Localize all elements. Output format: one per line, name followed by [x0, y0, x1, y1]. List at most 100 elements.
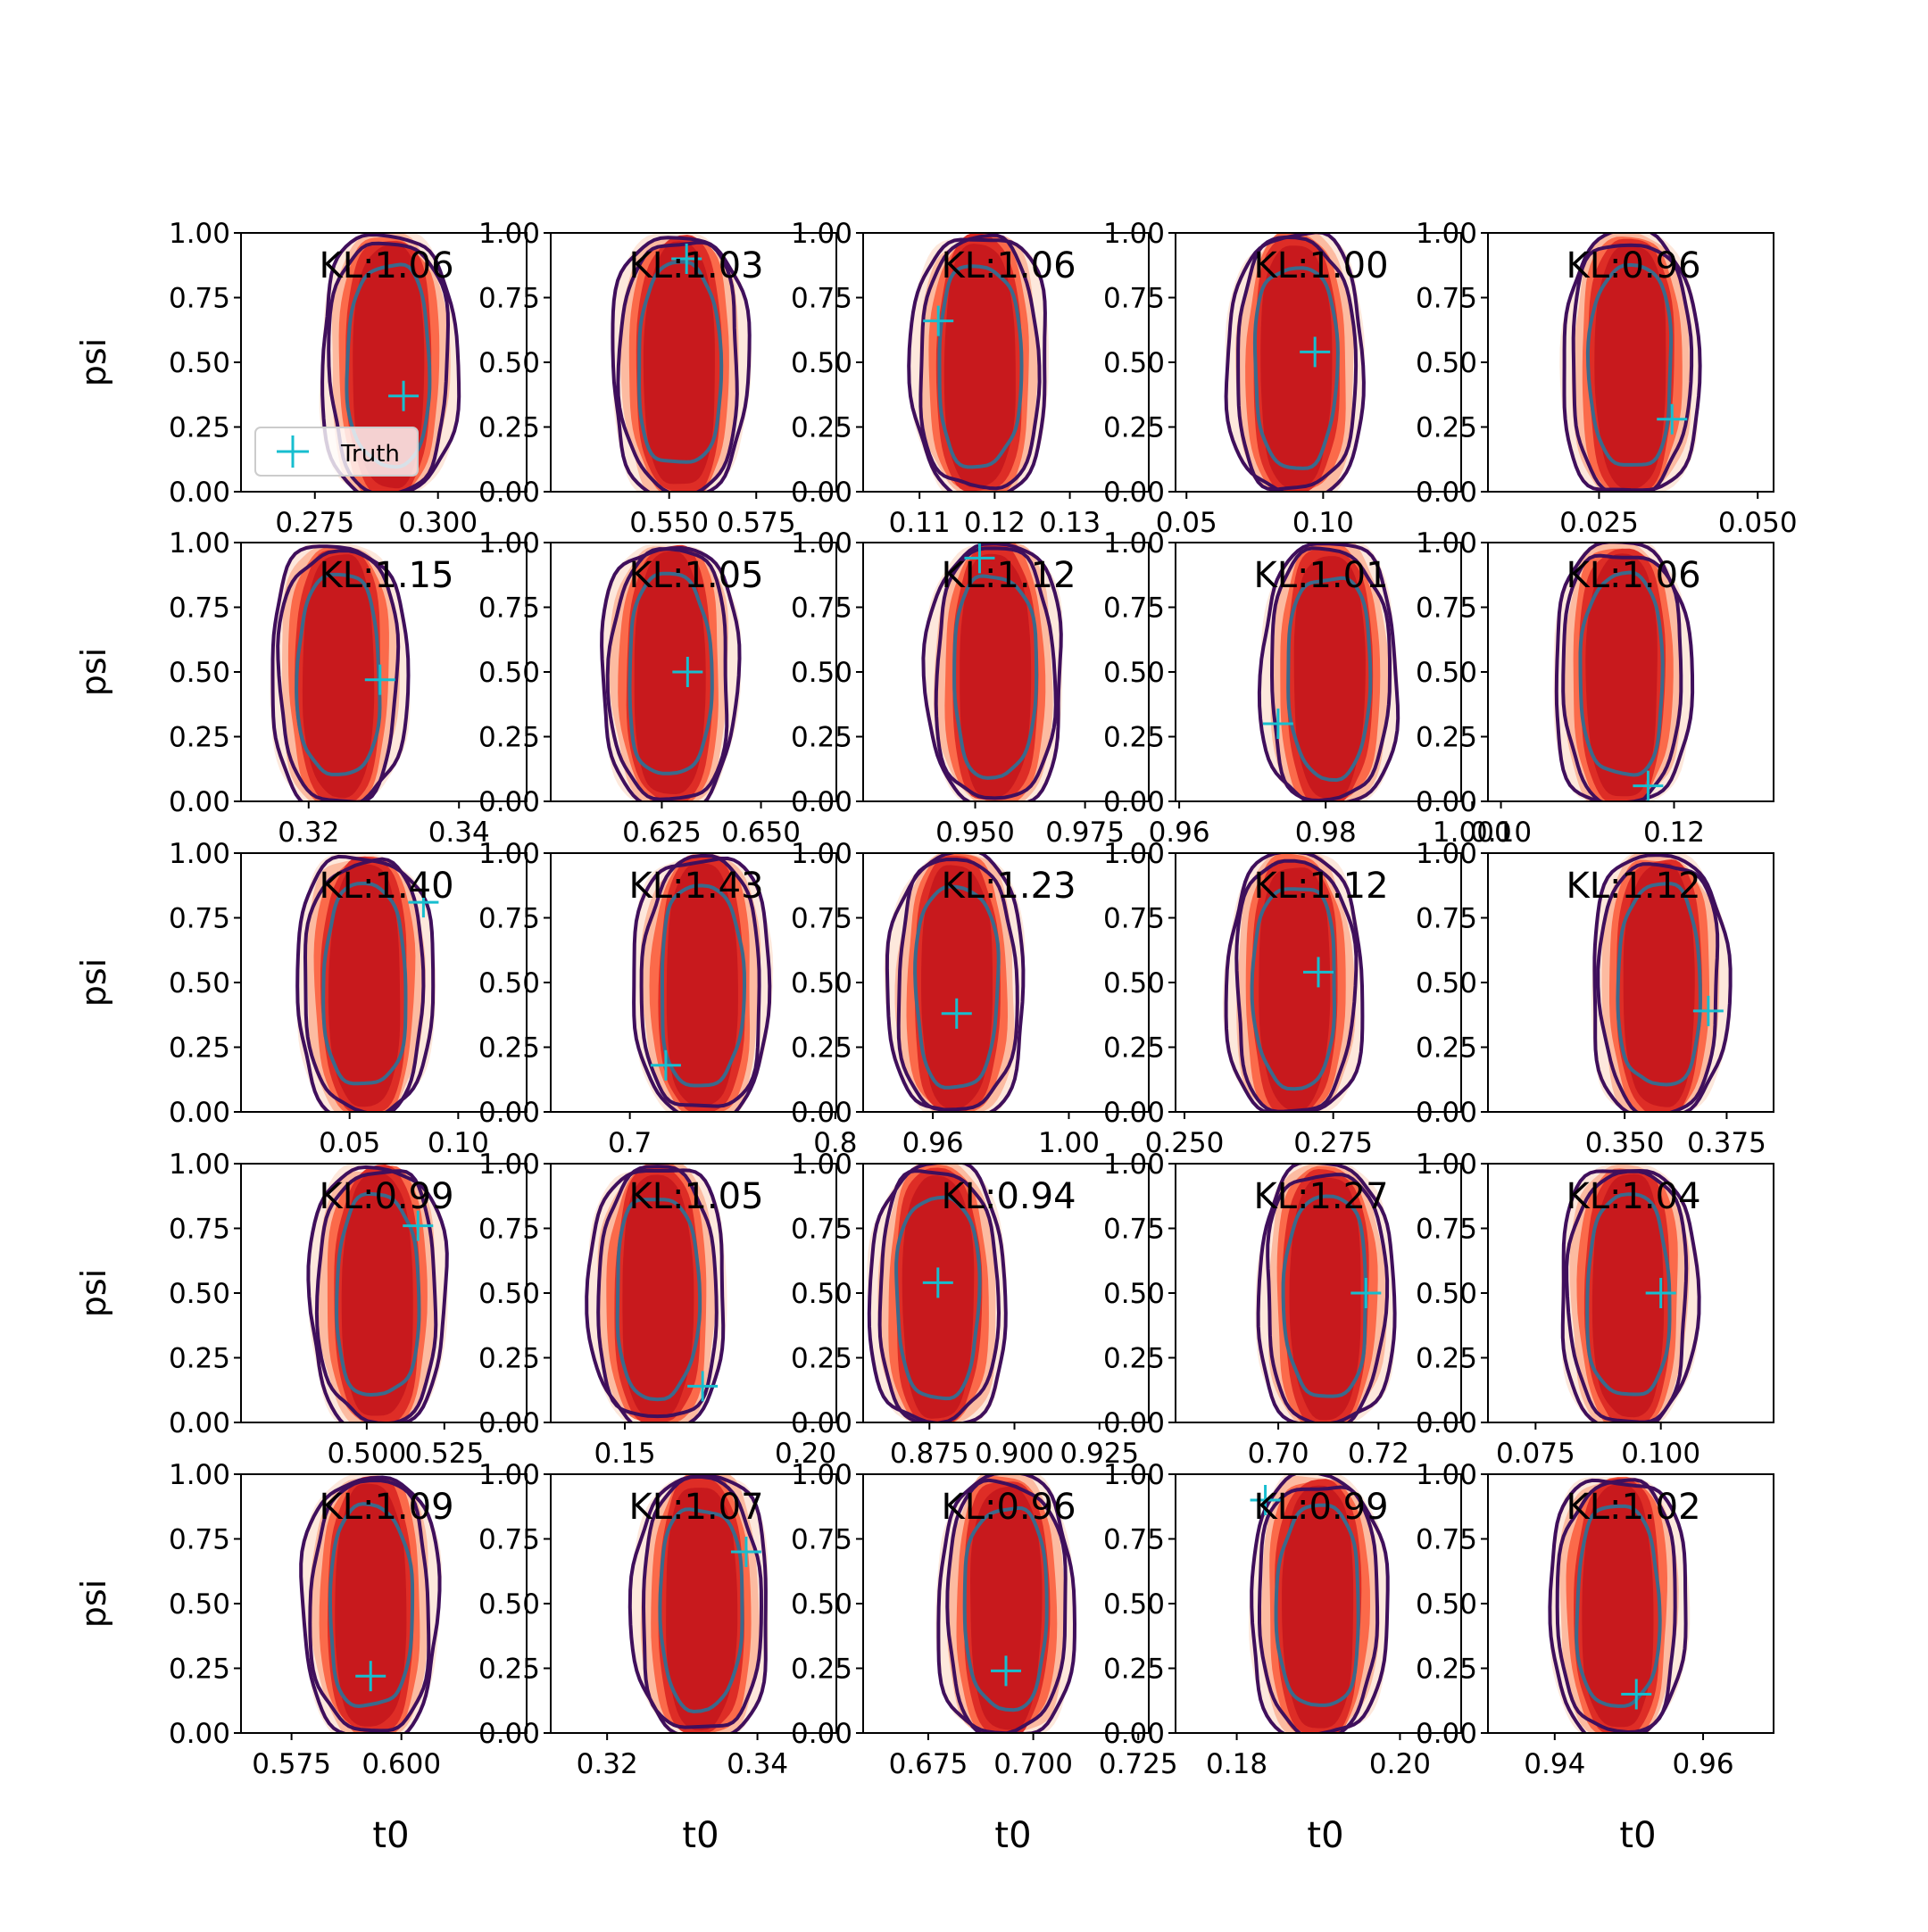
- x-axis-label: t0: [1307, 1815, 1343, 1856]
- density-fill-level-5: [970, 1486, 1043, 1730]
- truth-marker: [941, 998, 972, 1029]
- y-tick-label: 0.75: [478, 593, 540, 625]
- x-tick-label: 0.96: [902, 1127, 964, 1159]
- x-tick-label: 0.70: [1248, 1438, 1309, 1470]
- panel-2-2: KL:1.05 0.00 0.25 0.50 0.75 1.00 0.625 0.650: [478, 527, 837, 849]
- y-tick-label: 0.00: [1416, 786, 1477, 818]
- panel-4-4: KL:1.27 0.00 0.25 0.50 0.75 1.00 0.70 0.72: [1103, 1148, 1462, 1470]
- y-tick-label: 0.50: [791, 967, 852, 999]
- y-tick-label: 1.00: [169, 1459, 230, 1491]
- y-tick-label: 0.25: [791, 412, 852, 444]
- contour-line-mid: [641, 1474, 764, 1729]
- y-tick-label: 0.00: [1103, 1407, 1165, 1439]
- contour-line-mid: [1266, 1173, 1390, 1422]
- truth-marker: [730, 1537, 761, 1567]
- y-tick-label: 0.25: [1103, 1032, 1165, 1065]
- density-fill-level-5: [1594, 246, 1666, 490]
- panel-3-5: KL:1.12 0.00 0.25 0.50 0.75 1.00 0.350 0.375: [1416, 838, 1774, 1159]
- contour-line-inner: [1252, 266, 1340, 470]
- contour-line-outer: [1257, 543, 1400, 801]
- panel-5-5: KL:1.02 0.00 0.25 0.50 0.75 1.00 0.94 0.96 t0: [1416, 1459, 1774, 1856]
- contour-line-mid: [596, 1165, 719, 1419]
- y-tick-label: 0.00: [1103, 1097, 1165, 1129]
- truth-marker: [403, 1210, 434, 1241]
- y-tick-label: 1.00: [169, 1148, 230, 1181]
- x-tick-label: 0.34: [727, 1748, 788, 1780]
- contour-line-mid: [276, 549, 401, 801]
- truth-marker: [1621, 1679, 1652, 1710]
- contour-line-inner: [637, 260, 724, 464]
- kl-annotation: KL:1.12: [941, 555, 1076, 596]
- y-tick-label: 1.00: [1103, 838, 1165, 870]
- x-tick-label: 0.96: [1673, 1748, 1734, 1780]
- contour-line-mid: [945, 1478, 1068, 1733]
- contour-line-mid: [327, 241, 451, 492]
- y-tick-label: 1.00: [791, 527, 852, 560]
- y-tick-label: 0.75: [791, 903, 852, 935]
- y-tick-label: 0.00: [169, 1407, 230, 1439]
- kl-annotation: KL:1.05: [628, 555, 763, 596]
- x-tick-label: 0.575: [717, 507, 796, 539]
- y-tick-label: 0.50: [478, 1588, 540, 1621]
- kl-annotation: KL:1.07: [628, 1487, 763, 1528]
- kl-annotation: KL:1.06: [1566, 555, 1700, 596]
- contour-line-outer: [320, 233, 461, 492]
- x-axis-label: t0: [682, 1815, 719, 1856]
- x-tick-label: 0.675: [889, 1748, 968, 1780]
- contour-line-outer: [907, 237, 1047, 492]
- truth-marker: [672, 657, 703, 687]
- y-tick-label: 0.50: [791, 1588, 852, 1621]
- kl-annotation: KL:0.96: [1566, 245, 1700, 286]
- y-tick-label: 0.50: [478, 657, 540, 689]
- x-tick-label: 0.18: [1206, 1748, 1267, 1780]
- y-tick-label: 0.50: [791, 347, 852, 379]
- contour-line-inner: [1250, 887, 1337, 1091]
- y-tick-label: 0.50: [169, 1278, 230, 1310]
- y-tick-label: 0.25: [1416, 1032, 1477, 1065]
- contour-line-outer: [1256, 1164, 1397, 1422]
- contour-line-outer: [867, 1164, 1008, 1422]
- y-tick-label: 0.75: [478, 283, 540, 315]
- y-tick-label: 0.25: [1103, 412, 1165, 444]
- x-tick-label: 0.500: [327, 1438, 406, 1470]
- truth-marker: [388, 380, 420, 411]
- contour-line-mid: [605, 547, 729, 801]
- y-tick-label: 0.75: [478, 903, 540, 935]
- y-tick-label: 1.00: [169, 218, 230, 250]
- y-tick-label: 0.25: [1103, 722, 1165, 754]
- kl-annotation: KL:1.12: [1253, 866, 1388, 907]
- x-tick-label: 0.32: [278, 817, 339, 849]
- contour-line-mid: [314, 1169, 438, 1422]
- contour-line-mid: [616, 240, 739, 492]
- density-fill-level-5: [1623, 862, 1695, 1107]
- y-tick-label: 0.50: [169, 967, 230, 999]
- contour-line-inner: [1281, 1194, 1367, 1398]
- truth-marker: [1262, 709, 1293, 739]
- truth-marker: [1300, 336, 1331, 368]
- x-tick-label: 0.72: [1348, 1438, 1409, 1470]
- density-fill-level-5: [341, 1173, 413, 1416]
- contour-line-outer: [1592, 853, 1733, 1112]
- contour-line-inner: [1616, 882, 1702, 1087]
- y-tick-label: 0.00: [169, 1097, 230, 1129]
- contour-line-outer: [1562, 233, 1702, 492]
- y-tick-label: 0.75: [169, 1214, 230, 1246]
- contour-line-inner: [627, 571, 714, 775]
- y-tick-label: 0.75: [1103, 1524, 1165, 1556]
- density-fill-level-5: [1289, 1177, 1361, 1421]
- y-tick-label: 0.75: [169, 283, 230, 315]
- panel-2-4: KL:1.01 0.00 0.25 0.50 0.75 1.00 0.96 0.98 1.000: [1103, 527, 1512, 849]
- truth-marker: [922, 1267, 953, 1298]
- kl-annotation: KL:1.23: [941, 866, 1076, 907]
- truth-marker: [1692, 995, 1724, 1026]
- y-tick-label: 0.25: [169, 412, 230, 444]
- y-tick-label: 0.25: [1103, 1343, 1165, 1375]
- contour-line-inner: [913, 884, 1001, 1090]
- truth-marker: [408, 887, 439, 918]
- contour-line-outer: [632, 856, 772, 1112]
- density-fill-level-5: [960, 553, 1032, 798]
- y-tick-label: 0.00: [1416, 1097, 1477, 1129]
- contour-line-inner: [658, 1507, 744, 1714]
- panel-1-4: KL:1.00 0.00 0.25 0.50 0.75 1.00 0.05 0.10: [1103, 218, 1462, 539]
- truth-marker: [1303, 957, 1334, 988]
